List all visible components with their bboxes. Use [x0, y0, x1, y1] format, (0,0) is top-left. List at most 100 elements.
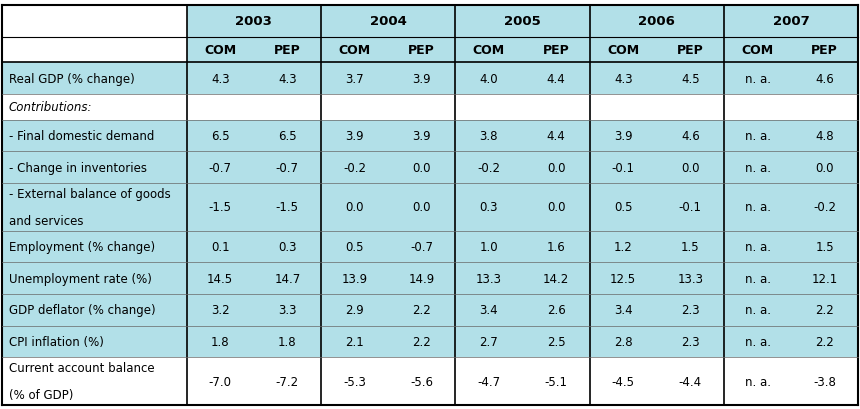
Text: n. a.: n. a.: [745, 201, 771, 214]
Text: 4.5: 4.5: [681, 72, 700, 85]
Text: 14.5: 14.5: [207, 272, 233, 285]
Bar: [2, 231, 858, 263]
Text: 1.8: 1.8: [278, 335, 297, 348]
Text: 2.6: 2.6: [547, 303, 565, 317]
Text: 3.4: 3.4: [480, 303, 498, 317]
Text: - External balance of goods: - External balance of goods: [9, 187, 170, 200]
Text: -0.2: -0.2: [343, 161, 366, 174]
Bar: [2, 152, 858, 184]
Text: Contributions:: Contributions:: [9, 101, 92, 114]
Text: 6.5: 6.5: [278, 130, 297, 143]
Bar: [455, 38, 590, 63]
Text: 2.3: 2.3: [681, 303, 700, 317]
Text: -7.2: -7.2: [276, 375, 299, 388]
Text: 0.0: 0.0: [547, 161, 565, 174]
Text: 0.0: 0.0: [547, 201, 565, 214]
Text: 4.6: 4.6: [681, 130, 700, 143]
Text: COM: COM: [339, 44, 371, 57]
Text: 2007: 2007: [773, 16, 809, 29]
Text: 13.3: 13.3: [678, 272, 703, 285]
Text: 0.0: 0.0: [413, 201, 431, 214]
Text: 0.0: 0.0: [681, 161, 700, 174]
Text: n. a.: n. a.: [745, 303, 771, 317]
Text: 2003: 2003: [236, 16, 273, 29]
Text: 4.0: 4.0: [480, 72, 498, 85]
Text: GDP deflator (% change): GDP deflator (% change): [9, 303, 155, 317]
Text: PEP: PEP: [543, 44, 569, 57]
Text: 1.2: 1.2: [614, 240, 633, 253]
Text: Employment (% change): Employment (% change): [9, 240, 155, 253]
Bar: [724, 6, 858, 38]
Text: -1.5: -1.5: [209, 201, 231, 214]
Bar: [2, 326, 858, 357]
Text: COM: COM: [473, 44, 505, 57]
Text: 3.9: 3.9: [413, 72, 431, 85]
Text: 4.3: 4.3: [211, 72, 230, 85]
Text: 2.2: 2.2: [815, 303, 834, 317]
Text: -4.4: -4.4: [679, 375, 702, 388]
Text: n. a.: n. a.: [745, 240, 771, 253]
Text: COM: COM: [607, 44, 639, 57]
Text: 3.3: 3.3: [278, 303, 297, 317]
Text: -4.5: -4.5: [611, 375, 635, 388]
Text: 0.3: 0.3: [480, 201, 498, 214]
Text: 3.9: 3.9: [345, 130, 364, 143]
Bar: [2, 184, 858, 231]
Text: PEP: PEP: [408, 44, 435, 57]
Text: 0.3: 0.3: [278, 240, 297, 253]
Text: 3.2: 3.2: [211, 303, 230, 317]
Text: 4.8: 4.8: [815, 130, 834, 143]
Text: 4.4: 4.4: [547, 72, 565, 85]
Bar: [724, 38, 858, 63]
Bar: [2, 294, 858, 326]
Text: 2.2: 2.2: [815, 335, 834, 348]
Text: COM: COM: [741, 44, 774, 57]
Text: 13.3: 13.3: [476, 272, 502, 285]
Text: COM: COM: [204, 44, 237, 57]
Text: (% of GDP): (% of GDP): [9, 388, 73, 401]
Text: Current account balance: Current account balance: [9, 362, 154, 374]
Text: 2005: 2005: [504, 16, 541, 29]
Text: 4.6: 4.6: [815, 72, 834, 85]
Bar: [2, 95, 858, 120]
Bar: [321, 6, 455, 38]
Text: -4.7: -4.7: [477, 375, 501, 388]
Text: -0.2: -0.2: [477, 161, 501, 174]
Text: -0.2: -0.2: [814, 201, 836, 214]
Text: -3.8: -3.8: [814, 375, 836, 388]
Text: 2.7: 2.7: [480, 335, 498, 348]
Text: -7.0: -7.0: [209, 375, 231, 388]
Text: 2.2: 2.2: [412, 335, 431, 348]
Text: -5.1: -5.1: [544, 375, 568, 388]
Text: 1.6: 1.6: [547, 240, 565, 253]
Text: 13.9: 13.9: [341, 272, 367, 285]
Text: -0.1: -0.1: [611, 161, 635, 174]
Text: 2004: 2004: [370, 16, 407, 29]
Text: 3.9: 3.9: [413, 130, 431, 143]
Text: 3.8: 3.8: [480, 130, 498, 143]
Text: 0.5: 0.5: [345, 240, 364, 253]
Text: and services: and services: [9, 214, 83, 227]
Text: n. a.: n. a.: [745, 272, 771, 285]
Text: -0.7: -0.7: [209, 161, 231, 174]
Text: 2.2: 2.2: [412, 303, 431, 317]
Text: 6.5: 6.5: [211, 130, 230, 143]
Text: n. a.: n. a.: [745, 335, 771, 348]
Bar: [187, 38, 321, 63]
Bar: [187, 6, 321, 38]
Bar: [2, 263, 858, 294]
Text: -0.7: -0.7: [410, 240, 433, 253]
Text: 4.3: 4.3: [614, 72, 632, 85]
Text: Real GDP (% change): Real GDP (% change): [9, 72, 134, 85]
Text: n. a.: n. a.: [745, 130, 771, 143]
Text: n. a.: n. a.: [745, 375, 771, 388]
Bar: [2, 63, 858, 95]
Text: 2.3: 2.3: [681, 335, 700, 348]
Text: 12.1: 12.1: [812, 272, 838, 285]
Bar: [590, 38, 724, 63]
Text: 0.0: 0.0: [815, 161, 834, 174]
Bar: [2, 120, 858, 152]
Text: 2.5: 2.5: [547, 335, 565, 348]
Text: 12.5: 12.5: [610, 272, 636, 285]
Text: 0.1: 0.1: [211, 240, 230, 253]
